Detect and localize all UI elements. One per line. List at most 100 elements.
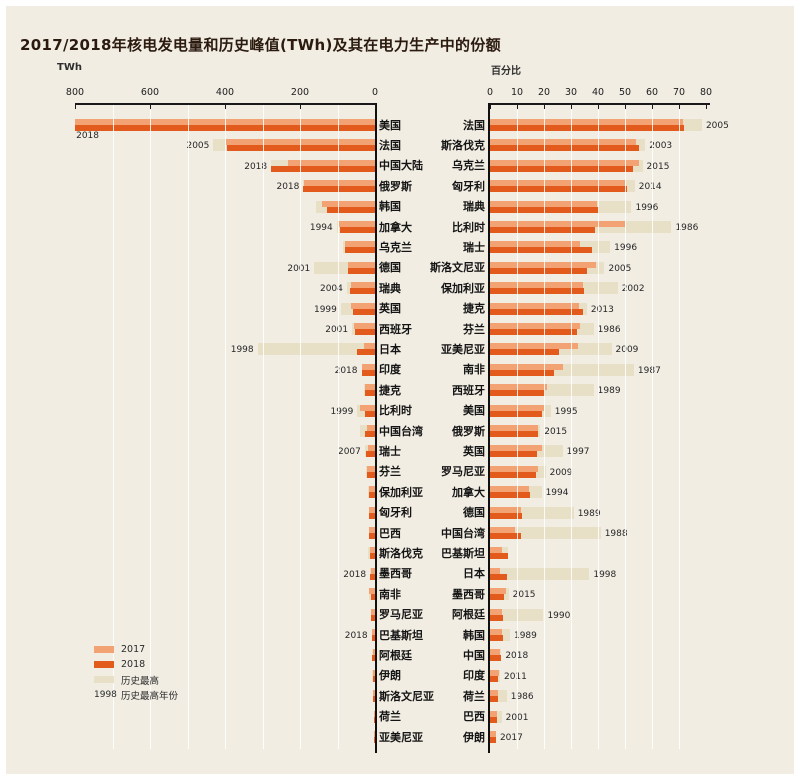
peak-year-label: 1987 bbox=[637, 365, 661, 376]
gridline bbox=[262, 105, 264, 749]
country-label-right: 斯洛伐克 bbox=[441, 139, 485, 153]
bar-2017 bbox=[372, 649, 375, 656]
bar-2018 bbox=[271, 165, 375, 172]
country-label-right: 乌克兰 bbox=[452, 159, 485, 173]
axis-tick-label: 600 bbox=[140, 87, 160, 98]
peak-year-label: 2003 bbox=[649, 141, 673, 152]
gridline bbox=[187, 105, 189, 749]
country-label-row: 西班牙 芬兰 bbox=[379, 319, 485, 339]
peak-year-label: 2005 bbox=[705, 121, 729, 131]
bar-2018 bbox=[364, 390, 375, 397]
peak-year-label: 1990 bbox=[547, 610, 571, 621]
axis-tick-mark bbox=[375, 104, 376, 109]
country-label-row: 南非 墨西哥 bbox=[379, 584, 485, 604]
country-label-left: 日本 bbox=[379, 343, 401, 357]
bar-2017 bbox=[369, 506, 375, 513]
bar-2017 bbox=[490, 690, 498, 697]
bar-2017 bbox=[370, 608, 375, 615]
country-label-right: 匈牙利 bbox=[452, 179, 485, 193]
country-label-left: 德国 bbox=[379, 261, 401, 275]
bar-2018 bbox=[374, 737, 375, 743]
country-label-right: 韩国 bbox=[463, 628, 485, 642]
axis-tick-label: 40 bbox=[591, 87, 605, 98]
peak-year-label: 1989 bbox=[597, 386, 621, 397]
bar-2018 bbox=[369, 492, 375, 499]
bar-2017 bbox=[351, 302, 375, 309]
bar-2018 bbox=[490, 431, 539, 437]
bar-2017 bbox=[369, 547, 375, 554]
bar-2018 bbox=[490, 145, 639, 152]
axis-tick-label: 60 bbox=[645, 87, 659, 98]
axis-tick-mark bbox=[625, 104, 626, 109]
chart-canvas bbox=[6, 6, 794, 774]
legend-label-2018: 2018 bbox=[121, 659, 146, 670]
country-label-left: 匈牙利 bbox=[379, 506, 412, 520]
bar-2017 bbox=[490, 159, 639, 166]
peak-year-label: 2018 bbox=[505, 651, 528, 661]
country-label-row: 亚美尼亚 伊朗 bbox=[379, 727, 485, 747]
bar-2017 bbox=[490, 119, 684, 125]
axis-tick-mark bbox=[571, 104, 572, 109]
bar-2017 bbox=[490, 200, 597, 207]
legend-swatch-2017 bbox=[94, 646, 114, 653]
bar-2017 bbox=[490, 547, 503, 554]
country-label-left: 乌克兰 bbox=[379, 241, 412, 255]
axis-tick-label: 20 bbox=[537, 87, 551, 98]
peak-year-label: 2002 bbox=[621, 284, 645, 295]
peak-year-label: 2004 bbox=[319, 284, 343, 295]
bar-2018 bbox=[490, 655, 502, 662]
peak-year-label: 2013 bbox=[590, 304, 614, 315]
country-label-left: 芬兰 bbox=[379, 465, 401, 479]
bar-2018 bbox=[372, 655, 375, 662]
country-label-left: 俄罗斯 bbox=[379, 179, 412, 193]
bar-2017 bbox=[369, 527, 375, 533]
bar-2017 bbox=[490, 527, 516, 533]
country-label-right: 荷兰 bbox=[463, 689, 485, 703]
peak-year-label: 2001 bbox=[325, 325, 348, 335]
axis-tick-mark bbox=[706, 104, 707, 109]
country-label-right: 巴西 bbox=[463, 710, 485, 724]
gridline bbox=[652, 105, 653, 749]
bar-2017 bbox=[372, 690, 375, 697]
country-label-left: 墨西哥 bbox=[379, 567, 412, 581]
bar-2018 bbox=[490, 349, 560, 356]
bar-2017 bbox=[490, 384, 548, 391]
bar-2018 bbox=[369, 533, 375, 539]
bar-2018 bbox=[371, 635, 375, 641]
peak-year-label: 1986 bbox=[675, 223, 699, 233]
country-label-row: 美国 法国 bbox=[379, 115, 485, 135]
country-label-row: 加拿大 比利时 bbox=[379, 217, 485, 237]
bar-2017 bbox=[490, 343, 578, 350]
bar-2018 bbox=[490, 247, 592, 254]
bar-2017 bbox=[490, 323, 580, 329]
page-title: 2017/2018年核电发电量和历史峰值(TWh)及其在电力生产中的份额 bbox=[20, 36, 501, 55]
bar-2017 bbox=[490, 486, 530, 493]
country-label-left: 斯洛伐克 bbox=[379, 547, 423, 561]
country-label-row: 伊朗 印度 bbox=[379, 666, 485, 686]
bar-2018 bbox=[372, 675, 375, 682]
country-label-right: 南非 bbox=[463, 363, 485, 377]
bar-2017 bbox=[370, 567, 375, 574]
country-label-left: 美国 bbox=[379, 118, 401, 132]
peak-year-label: 1986 bbox=[510, 692, 534, 703]
country-label-left: 阿根廷 bbox=[379, 649, 412, 663]
country-label-row: 德国 斯洛文尼亚 bbox=[379, 258, 485, 278]
bar-2018 bbox=[370, 573, 375, 580]
country-label-row: 日本 亚美尼亚 bbox=[379, 339, 485, 359]
left-chart-zero-line bbox=[375, 103, 377, 753]
peak-year-label: 1998 bbox=[230, 345, 254, 356]
peak-year-label: 1989 bbox=[577, 508, 601, 519]
axis-tick-label: 70 bbox=[672, 87, 686, 98]
axis-tick-mark bbox=[679, 104, 680, 109]
bar-2018 bbox=[490, 553, 509, 560]
axis-tick-mark bbox=[225, 104, 226, 109]
peak-year-label: 1998 bbox=[593, 569, 617, 580]
bar-2017 bbox=[369, 486, 375, 493]
legend-item-peak: 历史最高 bbox=[94, 672, 178, 687]
bar-2017 bbox=[287, 159, 375, 166]
bar-2018 bbox=[327, 206, 375, 213]
country-label-right: 中国台湾 bbox=[441, 526, 485, 540]
country-label-left: 捷克 bbox=[379, 383, 401, 397]
right-axis-line bbox=[488, 103, 710, 105]
country-label-left: 印度 bbox=[379, 363, 401, 377]
